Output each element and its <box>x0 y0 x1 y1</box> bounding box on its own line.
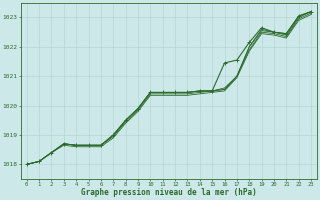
X-axis label: Graphe pression niveau de la mer (hPa): Graphe pression niveau de la mer (hPa) <box>81 188 257 197</box>
